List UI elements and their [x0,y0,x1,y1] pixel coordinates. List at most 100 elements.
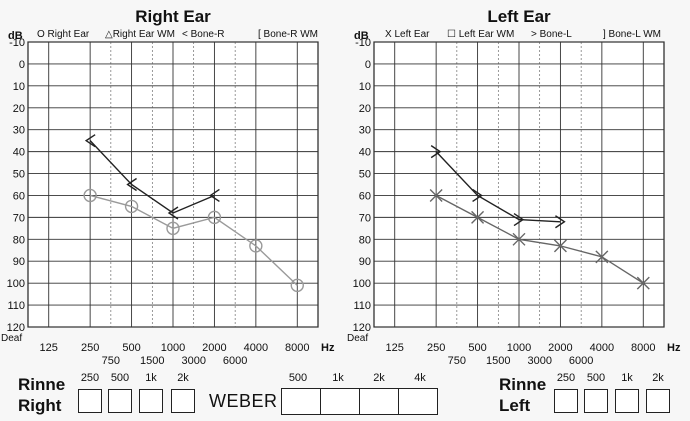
y-tick-label: 110 [7,300,25,312]
y-tick-label: 120 [353,322,371,334]
y-tick-label: 110 [353,300,371,312]
y-tick-label: 30 [359,125,371,137]
y-tick-label: 70 [13,212,25,224]
legend-entry: O Right Ear [37,29,90,40]
x-tick-label: 8000 [285,342,309,354]
y-tick-label: 10 [359,81,371,93]
y-tick-label: 0 [19,59,25,71]
rinne-right-box-250[interactable] [78,389,102,413]
x-mid-tick-label: 3000 [527,355,551,367]
y-tick-label: 40 [359,147,371,159]
rinne-left-box-250[interactable] [554,389,578,413]
rinne-right-label: Rinne Right [18,374,65,416]
weber-freq: 4k [414,372,426,384]
x-unit-label: Hz [321,342,335,354]
data-point-right-ear [290,278,304,293]
y-tick-label: 60 [359,190,371,202]
data-point-left-ear [553,239,567,253]
y-tick-label: 50 [13,169,25,181]
data-point-right-ear [207,210,222,225]
rinne-right-box-500[interactable] [108,389,132,413]
data-point-right-ear [166,221,180,236]
rinne-left-label: Rinne Left [499,374,546,416]
data-point-left-ear [636,276,650,290]
weber-box[interactable] [281,388,438,415]
weber-divider [359,389,360,414]
chart-title: Right Ear [135,7,211,26]
y-tick-label: 80 [359,234,371,246]
rinne-left-box-500[interactable] [584,389,608,413]
x-mid-tick-label: 1500 [486,355,510,367]
rinne-left-box-1k[interactable] [615,389,639,413]
legend-entry: > Bone-L [531,29,572,40]
x-mid-tick-label: 750 [102,355,120,367]
legend-entry: [ Bone-R WM [258,29,318,40]
weber-label: WEBER [209,391,278,411]
rinne-right-line1: Rinne [18,375,66,394]
rinne-right-freq: 250 [80,372,100,384]
rinne-weber-section: Rinne Right 250 500 1k 2k WEBER 500 1k 2… [0,368,690,421]
x-unit-label: Hz [667,342,681,354]
data-point-left-ear [429,188,443,202]
weber-freq: 500 [288,372,308,384]
x-tick-label: 125 [40,342,58,354]
y-unit-label: dB [354,30,369,42]
data-point-right-ear [83,188,97,203]
rinne-right-freq: 2k [177,372,189,384]
rinne-left-freq: 500 [586,372,606,384]
data-point-bone-r [167,206,179,220]
y-tick-label: 100 [7,278,25,290]
series-line-bone-l [435,151,561,223]
data-point-bone-l [430,145,442,159]
weber-divider [320,389,321,414]
y-tick-label: 120 [7,322,25,334]
x-mid-tick-label: 750 [448,355,466,367]
data-point-bone-r [84,134,96,148]
data-point-bone-l [472,188,483,203]
weber-freq: 1k [332,372,344,384]
y-unit-label: dB [8,30,23,42]
rinne-right-box-2k[interactable] [171,389,195,413]
rinne-right-box-1k[interactable] [139,389,163,413]
y-tick-label: 20 [13,103,25,115]
y-tick-label: 10 [13,81,25,93]
x-mid-tick-label: 6000 [569,355,593,367]
x-tick-label: 2000 [202,342,226,354]
x-mid-tick-label: 6000 [223,355,247,367]
y-tick-label: -10 [355,37,371,49]
rinne-left-line2: Left [499,396,531,415]
legend-entry: ] Bone-L WM [603,29,661,40]
data-point-left-ear [595,250,609,264]
rinne-right-freq: 1k [145,372,157,384]
y-tick-label: -10 [9,37,25,49]
y-tick-label: 20 [359,103,371,115]
x-tick-label: 1000 [507,342,531,354]
data-point-bone-l [555,215,566,229]
rinne-left-freq: 250 [556,372,576,384]
rinne-left-box-2k[interactable] [646,389,670,413]
x-mid-tick-label: 1500 [140,355,164,367]
y-tick-label: 100 [353,278,371,290]
rinne-left-freq: 1k [621,372,633,384]
data-point-left-ear [471,210,485,224]
legend-entry: < Bone-R [182,29,225,40]
y-tick-label: 90 [359,256,371,268]
y-tick-label: 0 [365,59,371,71]
x-tick-label: 1000 [161,342,185,354]
x-mid-tick-label: 3000 [181,355,205,367]
x-tick-label: 500 [122,342,140,354]
right-ear-chart: Right Ear O Right Ear △Right Ear WM < Bone-… [1,7,335,367]
weber-divider [398,389,399,414]
data-point-right-ear [249,239,263,253]
x-tick-label: 8000 [631,342,655,354]
x-tick-label: 4000 [244,342,268,354]
data-point-bone-r [209,188,220,203]
rinne-right-freq: 500 [110,372,130,384]
x-tick-label: 4000 [590,342,614,354]
series-line-bone-r [89,140,215,214]
weber-freq: 2k [373,372,385,384]
data-point-right-ear [124,199,139,214]
x-tick-label: 125 [386,342,404,354]
y-tick-label: 70 [359,212,371,224]
